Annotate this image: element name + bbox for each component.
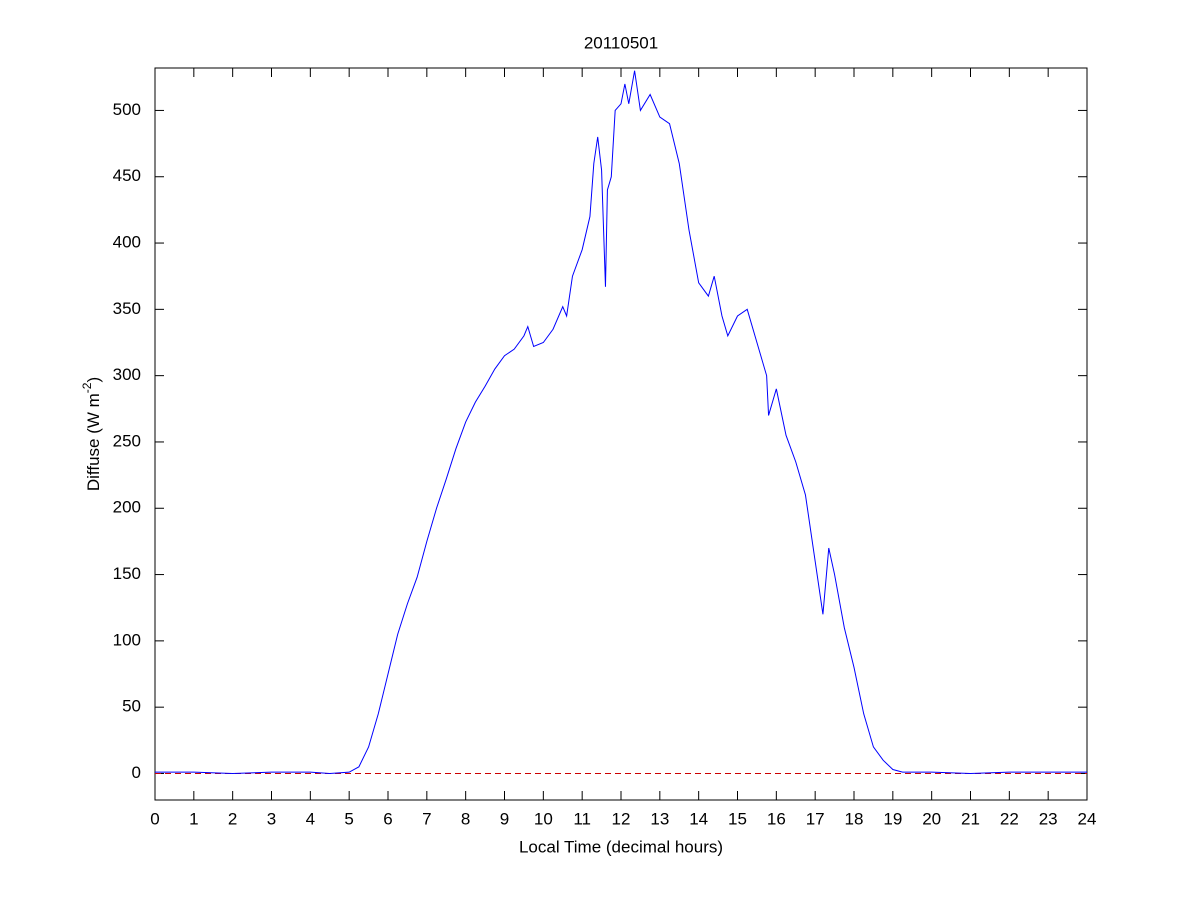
x-tick-label: 8	[461, 809, 470, 828]
y-tick-label: 100	[113, 630, 141, 649]
x-tick-label: 16	[767, 809, 786, 828]
y-tick-label: 250	[113, 431, 141, 450]
y-axis-label-suffix: )	[84, 377, 103, 383]
y-tick-label: 150	[113, 564, 141, 583]
x-tick-label: 13	[650, 809, 669, 828]
x-tick-label: 14	[689, 809, 708, 828]
plot-area	[154, 67, 1088, 801]
y-axis-label: Diffuse (W m-2)	[80, 377, 103, 491]
x-tick-label: 0	[150, 809, 159, 828]
x-tick-label: 24	[1078, 809, 1097, 828]
y-tick-label: 400	[113, 233, 141, 252]
x-tick-label: 1	[189, 809, 198, 828]
x-tick-label: 22	[1000, 809, 1019, 828]
x-tick-label: 19	[883, 809, 902, 828]
y-tick-label: 500	[113, 100, 141, 119]
x-axis-label: Local Time (decimal hours)	[519, 837, 723, 856]
chart-title: 20110501	[584, 33, 658, 52]
x-tick-label: 5	[344, 809, 353, 828]
x-tick-label: 23	[1039, 809, 1058, 828]
x-tick-label: 15	[728, 809, 747, 828]
x-tick-label: 11	[573, 809, 591, 828]
y-tick-label: 300	[113, 365, 141, 384]
y-axis-label-text: Diffuse (W m	[84, 393, 103, 491]
x-tick-label: 20	[922, 809, 941, 828]
y-tick-label: 200	[113, 498, 141, 517]
y-tick-label: 350	[113, 299, 141, 318]
x-tick-label: 4	[306, 809, 315, 828]
x-tick-label: 9	[500, 809, 509, 828]
x-tick-label: 21	[961, 809, 980, 828]
x-tick-label: 10	[534, 809, 553, 828]
x-tick-label: 18	[845, 809, 864, 828]
x-tick-label: 3	[267, 809, 276, 828]
x-tick-label: 6	[383, 809, 392, 828]
x-tick-label: 2	[228, 809, 237, 828]
y-axis-label-sup: -2	[80, 382, 94, 393]
x-tick-label: 12	[612, 809, 631, 828]
data-line	[155, 70, 1087, 774]
x-tick-label: 17	[806, 809, 825, 828]
x-tick-label: 7	[422, 809, 431, 828]
y-tick-label: 0	[132, 763, 141, 782]
y-tick-label: 450	[113, 166, 141, 185]
y-tick-label: 50	[122, 697, 141, 716]
